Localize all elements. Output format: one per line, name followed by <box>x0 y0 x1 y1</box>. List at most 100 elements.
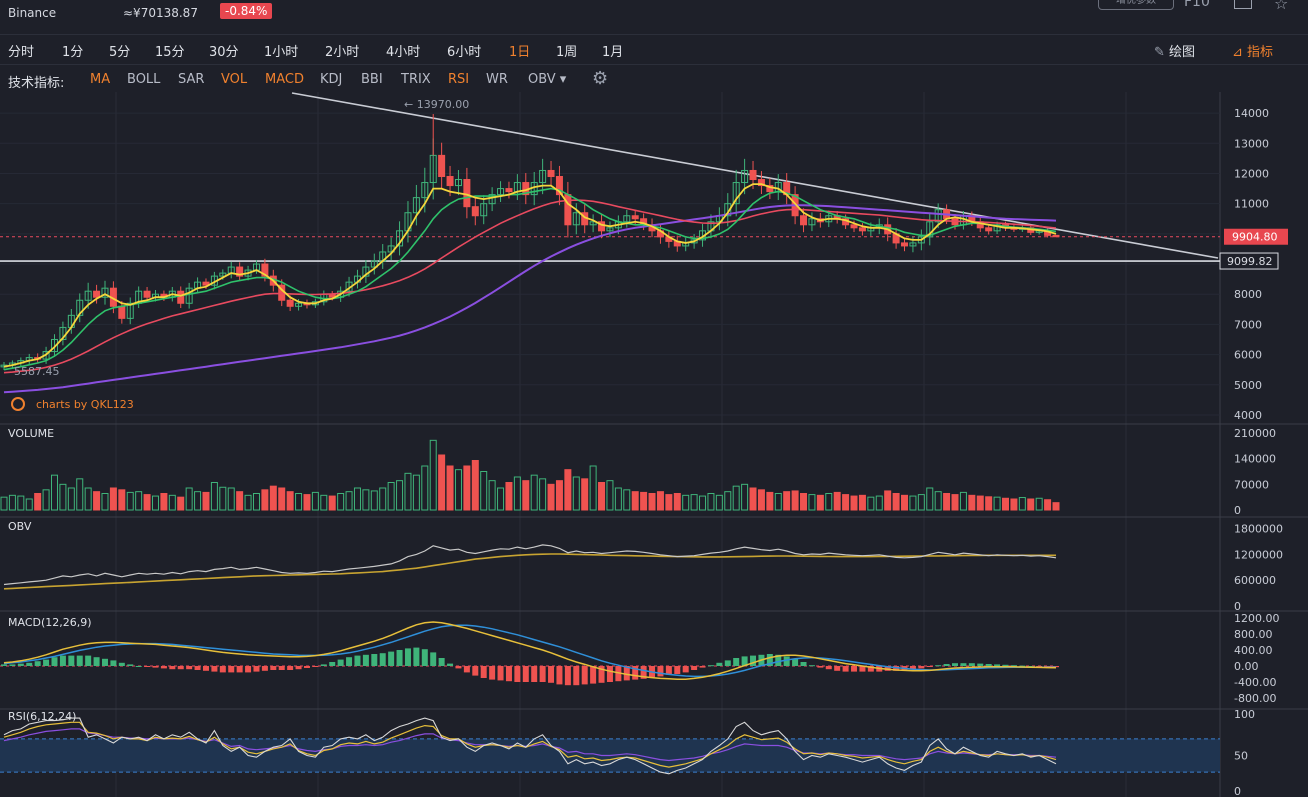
candle <box>926 221 934 238</box>
volume-bar <box>808 494 816 511</box>
gear-icon[interactable]: ⚙ <box>592 68 609 89</box>
price-tick-label: 11000 <box>1234 198 1269 211</box>
candle <box>808 218 816 226</box>
volume-bar <box>379 487 387 511</box>
support-price-tag <box>1219 252 1279 270</box>
macd-histogram-bar <box>834 666 841 671</box>
indicator-macd[interactable]: MACD <box>265 72 304 87</box>
chart-grid <box>0 92 1308 797</box>
volume-bar <box>715 494 723 511</box>
tf-item[interactable]: 30分 <box>209 45 239 60</box>
volume-bar <box>42 489 50 511</box>
price-panel[interactable]: ← 13970.00 5587.45 charts by QKL123 <box>0 92 1220 411</box>
volume-bar <box>614 487 622 511</box>
volume-bar <box>816 494 824 511</box>
chart-area[interactable]: ← 13970.00 5587.45 charts by QKL123 VOLUME… <box>0 92 1308 797</box>
tf-item[interactable]: 1月 <box>602 45 624 60</box>
indicator-button[interactable]: ⊿ 指标 <box>1232 41 1273 60</box>
candle <box>497 188 505 196</box>
candle <box>631 215 639 220</box>
volume-bar <box>842 494 850 511</box>
draw-button[interactable]: ✎ 绘图 <box>1154 41 1195 60</box>
macd-histogram-bar <box>26 662 33 666</box>
macd-histogram-bar <box>34 661 41 666</box>
volume-bar <box>640 491 648 511</box>
volume-bar <box>766 491 774 511</box>
macd-histogram-bar <box>169 666 176 670</box>
volume-bar <box>252 493 260 511</box>
volume-bar <box>269 485 277 511</box>
macd-histogram-bar <box>792 658 799 666</box>
macd-histogram-bar <box>968 663 975 666</box>
macd-histogram-bar <box>842 666 849 672</box>
tf-item[interactable]: 分时 <box>8 45 35 60</box>
candle <box>589 221 597 226</box>
high-marker: ← 13970.00 <box>404 98 469 111</box>
support-price-label: 9099.82 <box>1227 255 1273 268</box>
params-button[interactable]: 增优参数 <box>1098 0 1174 10</box>
volume-panel[interactable]: VOLUME <box>0 427 1060 511</box>
obv-tick-label: 1800000 <box>1234 523 1283 536</box>
volume-bar <box>0 496 8 511</box>
macd-histogram-bar <box>977 663 984 666</box>
tf-item[interactable]: 2小时 <box>325 45 360 60</box>
obv-panel[interactable]: OBV <box>3 520 1057 590</box>
indicator-obv-dropdown[interactable]: OBV ▾ <box>528 72 567 87</box>
tf-item[interactable]: 1分 <box>62 45 84 60</box>
candle <box>909 242 917 247</box>
indicator-vol[interactable]: VOL <box>221 72 248 87</box>
volume-bar <box>370 490 378 511</box>
indicator-ma[interactable]: MA <box>90 72 111 87</box>
macd-histogram-bar <box>413 647 420 666</box>
volume-bar <box>320 494 328 511</box>
indicator-wr[interactable]: WR <box>486 72 508 87</box>
tf-item[interactable]: 15分 <box>155 45 185 60</box>
macd-histogram-bar <box>430 652 437 666</box>
chart-background <box>0 92 1308 797</box>
star-icon[interactable]: ☆ <box>1274 0 1289 13</box>
tf-item[interactable]: 1周 <box>556 45 578 60</box>
macd-histogram-bar <box>800 662 807 666</box>
indicator-boll[interactable]: BOLL <box>127 72 161 87</box>
candle <box>488 194 496 205</box>
volume-bar <box>505 482 513 511</box>
tf-item[interactable]: 1小时 <box>264 45 299 60</box>
indicator-rsi[interactable]: RSI <box>448 72 470 87</box>
macd-histogram-bar <box>17 663 24 666</box>
volume-bar <box>934 491 942 511</box>
tf-item-active[interactable]: 1日 <box>509 45 531 60</box>
tf-item[interactable]: 5分 <box>109 45 131 60</box>
macd-histogram-bar <box>716 662 723 666</box>
price-tick-label: 4000 <box>1234 409 1262 422</box>
indicator-trix[interactable]: TRIX <box>401 72 431 87</box>
macd-histogram-bar <box>808 665 815 667</box>
macd-histogram-bar <box>665 666 672 675</box>
macd-histogram-bar <box>455 666 462 669</box>
volume-bar <box>774 493 782 511</box>
fullscreen-icon[interactable] <box>1234 0 1252 9</box>
macd-histogram-bar <box>699 666 706 668</box>
candle <box>93 290 101 298</box>
candle <box>463 179 471 208</box>
macd-histogram-bar <box>245 666 252 673</box>
macd-histogram-bar <box>135 666 142 667</box>
candle <box>471 206 479 217</box>
macd-dea-line <box>3 624 1056 678</box>
f10-link[interactable]: F10 <box>1184 0 1210 10</box>
volume-tick-label: 210000 <box>1234 427 1276 440</box>
volume-bar <box>76 478 84 511</box>
indicator-bbi[interactable]: BBI <box>361 72 383 87</box>
tf-item[interactable]: 6小时 <box>447 45 482 60</box>
macd-title: MACD(12,26,9) <box>8 616 92 629</box>
indicator-sar[interactable]: SAR <box>178 72 205 87</box>
macd-panel[interactable]: MACD(12,26,9) <box>0 616 1059 686</box>
volume-bar <box>707 493 715 511</box>
tf-item[interactable]: 4小时 <box>386 45 421 60</box>
macd-histogram-bar <box>623 666 630 681</box>
rsi-panel[interactable]: RSI(6,12,24) <box>0 710 1220 775</box>
volume-bar <box>143 494 151 511</box>
volume-bar <box>488 480 496 511</box>
volume-bar <box>791 490 799 511</box>
indicator-kdj[interactable]: KDJ <box>320 72 343 87</box>
volume-bar <box>648 493 656 511</box>
